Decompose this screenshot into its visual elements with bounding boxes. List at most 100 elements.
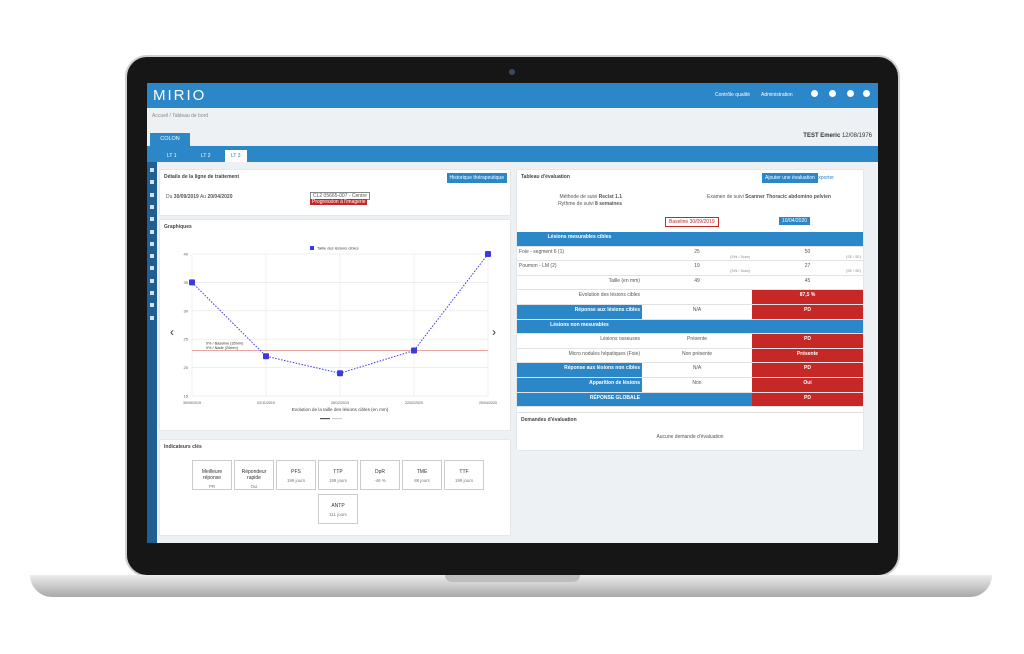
sidebar-icon[interactable] [150,315,154,320]
data-point[interactable] [411,347,417,354]
table-cell: Non présente [642,349,752,364]
sidebar-icon[interactable] [150,192,154,197]
nav-link[interactable]: Administration [761,92,793,98]
breadcrumb: Accueil / Tableau de bord [152,113,209,119]
cell-value: PD [804,365,811,372]
data-point[interactable] [263,353,269,360]
indicator-label: TME [416,469,428,475]
current-column[interactable]: 10/04/2020 [779,217,811,225]
cell-note: (SE / SE) [846,254,861,259]
value: Scanner Thoracic abdomino pelvien [745,194,831,200]
indicator-value: 199 jours [454,478,474,483]
cell-value: PD [804,336,811,343]
table-cell: N/A [642,305,752,320]
prev-arrow[interactable]: ‹ [170,325,174,339]
sidebar-icon[interactable] [150,291,154,295]
carousel-indicator [332,418,342,420]
table-row: Réponse aux lésions cibles N/A PD [517,305,863,320]
indicator: TTF 199 jours [444,460,484,490]
cell-value: 19 [694,263,700,270]
cell-value: Présente [686,336,707,343]
dates: Du 30/09/2019 Au 20/04/2020 [166,194,233,200]
exam: Examen de suivi Scanner Thoracic abdomin… [707,194,831,200]
reference-label: 0% / Baseline (35mm) [206,342,244,346]
subtab[interactable]: LT 1 [167,153,177,159]
table-row: Poumon - LM (2) 19 (SHr / Scan) 27 (SE / SE) [517,261,863,276]
patient-name: TEST Emeric [803,133,841,139]
table-cell: Présente [642,334,752,349]
label: Rythme de suivi [558,201,594,207]
sidebar-icon[interactable] [150,278,154,283]
y-tick-label: 30 [184,308,189,313]
export-button[interactable]: Exporter [815,175,834,181]
cancer-tab[interactable]: COLON [150,133,190,146]
date: 20/04/2020 [207,194,233,200]
data-point[interactable] [337,370,343,377]
table-cell: Foie - segment 6 (1) [517,247,642,262]
table-row: Lésions non mesurables [517,319,863,335]
table-cell: Présente [752,348,863,364]
x-tick-label: 30/09/2019 [183,401,201,405]
empty-message: Aucune demande d'évaluation [656,434,724,440]
y-tick-label: 40 [184,252,189,257]
legend-label: Taille des lésions cibles [317,246,359,251]
sidebar-icon[interactable] [150,204,154,209]
value: Recist 1.1 [598,194,622,200]
cell-value: PD [804,394,811,401]
table-row: Apparition de lésions Non Oui [517,378,863,393]
indicator-value: PR [208,484,216,489]
help-icon[interactable] [847,90,854,97]
label: Examen de suivi [707,194,744,200]
sidebar-icon[interactable] [150,254,154,259]
sidebar-icon[interactable] [150,168,154,172]
indicator: Meilleure réponse PR [192,460,232,490]
baseline-column[interactable]: Baseline 30/09/2019 [665,217,719,227]
sidebar-icon[interactable] [150,241,154,246]
row-label: Apparition de lésions [589,380,640,386]
row-label: Evolution des lésions cibles [578,292,640,299]
sidebar-icon[interactable] [150,266,154,271]
table-cell: Evolution des lésions cibles [517,290,642,305]
indicator: TTP 199 jours [318,460,358,490]
label: Méthode de suivi [559,194,598,200]
cell-note: (SE / SE) [846,269,861,274]
sidebar-icon[interactable] [150,229,154,234]
requests: Demandes d'évaluation Aucune demande d'é… [517,412,863,451]
bell-icon[interactable] [811,90,818,97]
table-cell [642,319,752,335]
logo[interactable]: MIRIO [153,87,207,104]
indicators: Meilleure réponse PR Répondeur rapide Oui PF… [160,440,510,535]
bug-icon[interactable] [829,90,836,97]
top-bar: MIRIO Contrôle qualité Administration [147,83,878,108]
crumb: Tableau de bord [172,113,209,119]
add-button[interactable]: Ajouter une évaluation [762,173,818,183]
chart: Graphiques ‹ › 15 20 25 30 35 40 30/09/2019 02/… [164,224,497,420]
carousel-indicator [320,418,330,420]
row-label: Réponse aux lésions non cibles [564,365,640,372]
sidebar-icon[interactable] [150,217,154,222]
subtab[interactable]: LT 3 [225,150,247,162]
cell-value: 49 [694,277,700,284]
laptop-notch [445,575,580,582]
data-point[interactable] [189,279,195,286]
next-arrow[interactable]: › [492,325,496,339]
indicator: ANTP 111 jours [318,494,358,524]
data-point[interactable] [485,251,491,257]
history-button[interactable]: Historique thérapeutique [446,173,507,183]
indicators-panel: Indicateurs clés Meilleure réponse PR Répo… [160,440,510,535]
indicator-value: 111 jours [329,512,347,517]
date: 30/09/2019 [173,194,199,200]
crumb[interactable]: Accueil [152,113,169,119]
sidebar-icon[interactable] [150,303,154,308]
table-cell: Lésions osseuses [517,334,642,349]
user-icon[interactable] [863,90,870,97]
sidebar-icon[interactable] [150,180,154,185]
nav-link[interactable]: Contrôle qualité [715,92,751,98]
screen: MIRIO Contrôle qualité Administration Ac… [147,83,878,543]
section-title: Demandes d'évaluation [521,417,577,423]
subtab[interactable]: LT 2 [201,153,211,159]
table-cell: 45 [752,276,863,291]
table-cell: 87,5 % [752,290,863,305]
laptop-base [30,575,992,597]
table-cell: 50 (SE / SE) [752,247,863,262]
